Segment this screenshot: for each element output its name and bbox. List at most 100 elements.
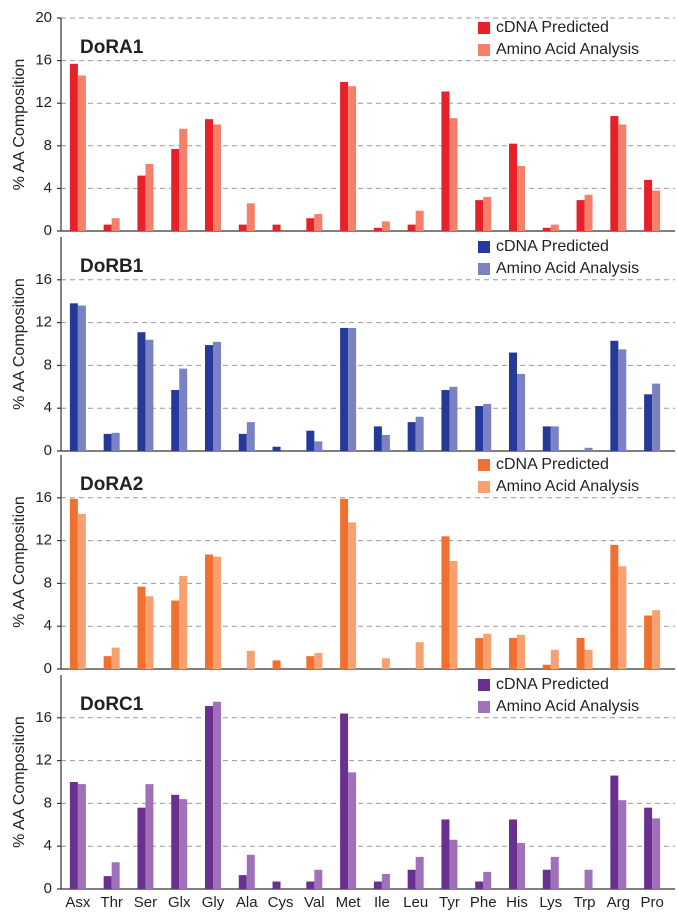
- bar: [340, 498, 349, 669]
- bar: [171, 148, 180, 231]
- legend-swatch: [478, 241, 490, 253]
- y-tick-label: 8: [44, 137, 52, 154]
- bar: [77, 784, 86, 889]
- bar: [314, 213, 323, 231]
- bar: [137, 332, 146, 451]
- bar: [373, 227, 382, 231]
- bar: [103, 224, 112, 231]
- x-tick-label: Ala: [236, 894, 258, 911]
- bar: [145, 596, 154, 669]
- x-tick-label: Asx: [65, 894, 91, 911]
- bar: [449, 839, 458, 889]
- bar: [517, 634, 525, 669]
- x-tick-label: Cys: [268, 894, 294, 911]
- bar: [618, 566, 627, 669]
- bar: [509, 352, 517, 451]
- bar: [340, 327, 349, 451]
- legend-swatch: [478, 679, 490, 691]
- y-tick-label: 16: [35, 489, 52, 506]
- bar: [103, 876, 112, 889]
- y-axis-label: % AA Composition: [11, 59, 28, 191]
- bar: [77, 75, 86, 231]
- bar: [407, 422, 416, 451]
- bar: [179, 128, 188, 231]
- bar: [373, 426, 382, 451]
- bar: [415, 856, 424, 889]
- bar: [171, 794, 180, 889]
- bar: [550, 224, 559, 231]
- bar: [415, 416, 424, 451]
- bar: [584, 649, 593, 669]
- y-tick-label: 4: [44, 837, 52, 854]
- bar: [340, 81, 349, 232]
- bar: [550, 426, 559, 451]
- bar: [246, 203, 255, 231]
- x-tick-label: His: [506, 894, 528, 911]
- x-tick-label: Gly: [202, 894, 225, 911]
- bar: [145, 339, 154, 451]
- bar: [179, 368, 188, 451]
- legend-swatch: [478, 263, 490, 275]
- bar: [475, 406, 484, 451]
- bar: [550, 649, 559, 669]
- bar: [407, 224, 416, 231]
- legend-label: Amino Acid Analysis: [496, 478, 639, 495]
- bar: [213, 701, 221, 889]
- bar: [348, 327, 357, 451]
- bar: [145, 784, 154, 889]
- legend-label: Amino Acid Analysis: [496, 698, 639, 715]
- bar: [576, 200, 585, 231]
- bar: [517, 166, 525, 231]
- bar: [610, 115, 619, 231]
- bar: [441, 91, 450, 231]
- bar: [137, 807, 146, 889]
- bar: [652, 190, 661, 231]
- bar: [111, 862, 120, 889]
- bar: [179, 799, 188, 889]
- legend-label: Amino Acid Analysis: [496, 260, 639, 277]
- bar: [111, 218, 120, 231]
- y-tick-label: 12: [35, 752, 52, 769]
- bar: [381, 221, 390, 231]
- legend-label: Amino Acid Analysis: [496, 41, 639, 58]
- bar: [238, 224, 247, 231]
- panel-title: DoRC1: [80, 694, 144, 715]
- bar: [171, 600, 180, 669]
- bar: [69, 782, 78, 889]
- bar: [373, 881, 382, 889]
- bar: [509, 819, 517, 889]
- bar: [306, 430, 315, 451]
- x-tick-label: Met: [336, 894, 362, 911]
- x-tick-label: Glx: [168, 894, 191, 911]
- bar: [517, 842, 525, 889]
- y-tick-label: 16: [35, 52, 52, 69]
- bar: [137, 175, 146, 231]
- bar: [205, 345, 213, 451]
- bar: [348, 772, 357, 889]
- bar: [103, 656, 112, 669]
- y-axis-label: % AA Composition: [11, 278, 28, 410]
- bar: [238, 433, 247, 451]
- y-tick-label: 12: [35, 314, 52, 331]
- bar: [306, 218, 315, 231]
- bar: [483, 196, 492, 231]
- bar: [542, 426, 551, 451]
- bar: [77, 305, 86, 451]
- bar: [610, 544, 619, 669]
- y-tick-label: 8: [44, 356, 52, 373]
- bar: [644, 615, 653, 669]
- bar: [618, 800, 627, 889]
- bar: [441, 390, 450, 451]
- bar: [348, 522, 357, 669]
- y-tick-label: 4: [44, 179, 52, 196]
- y-tick-label: 12: [35, 94, 52, 111]
- panel-title: DoRB1: [80, 256, 144, 277]
- bar: [111, 647, 120, 669]
- bar: [475, 881, 484, 889]
- bar: [483, 403, 492, 451]
- y-tick-label: 0: [44, 880, 52, 897]
- bar: [314, 652, 323, 669]
- bar: [314, 869, 323, 889]
- bar: [205, 554, 213, 669]
- bar: [381, 874, 390, 889]
